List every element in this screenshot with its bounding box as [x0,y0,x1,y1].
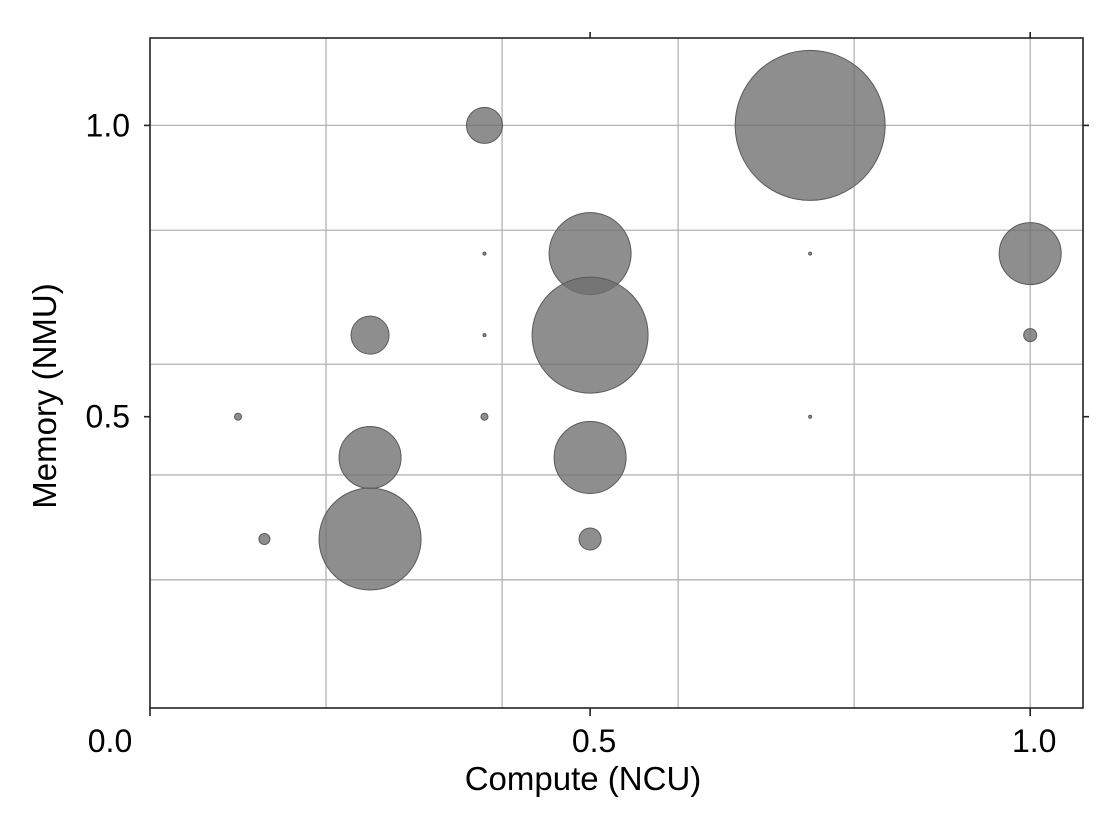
bubble-6 [350,315,390,355]
bubble-12 [808,414,813,419]
bubble-4 [482,251,487,256]
origin-tick-label: 0.0 [88,723,132,759]
bubble-15 [258,533,271,546]
bubble-8 [1023,328,1038,343]
plot-frame [149,37,1084,709]
bubble-7 [531,276,649,394]
tick-layer: 0.5 1.0 0.5 1.0 [86,32,1089,759]
bubble-10 [234,412,243,421]
x-tick-label-0: 0.5 [572,723,616,759]
bubble-5 [808,251,813,256]
bubble-0 [465,106,503,144]
bubble-11 [480,412,489,421]
bubble-16 [318,487,422,591]
bubble-9 [482,333,487,338]
y-tick-label-0: 0.5 [86,399,130,435]
bubble-1 [734,49,886,201]
y-tick-label-1: 1.0 [86,107,130,143]
bubble-14 [553,420,627,494]
x-axis-label: Compute (NCU) [465,760,702,797]
x-tick-label-1: 1.0 [1012,723,1056,759]
bubble-layer [234,49,1062,591]
bubble-17 [578,527,602,551]
y-axis-label: Memory (NMU) [26,283,63,508]
bubble-13 [338,425,402,489]
bubble-3 [998,222,1062,286]
